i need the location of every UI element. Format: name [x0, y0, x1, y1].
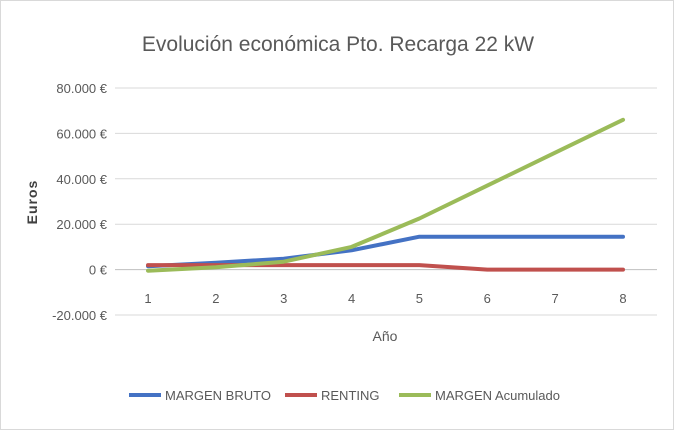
legend-label: RENTING [321, 388, 380, 403]
x-tick-label: 7 [552, 291, 559, 306]
legend-label: MARGEN Acumulado [435, 388, 560, 403]
x-tick-label: 2 [212, 291, 219, 306]
y-tick-label: -20.000 € [52, 308, 108, 323]
series-line [146, 117, 625, 273]
series-lines [146, 117, 625, 273]
y-tick-label: 0 € [89, 263, 108, 278]
legend-label: MARGEN BRUTO [165, 388, 271, 403]
x-tick-label: 3 [280, 291, 287, 306]
x-tick-label: 6 [484, 291, 491, 306]
x-axis-label: Año [373, 328, 398, 344]
legend: MARGEN BRUTO RENTING MARGEN Acumulado [129, 388, 560, 403]
x-axis-ticks: 1 2 3 4 5 6 7 8 [144, 291, 626, 306]
y-axis-ticks: -20.000 € 0 € 20.000 € 40.000 € 60.000 € 80.0… [52, 81, 108, 323]
x-tick-label: 4 [348, 291, 355, 306]
series-line [146, 234, 625, 269]
y-tick-label: 40.000 € [56, 172, 107, 187]
x-tick-label: 5 [416, 291, 423, 306]
y-axis-label: Euros [24, 180, 40, 225]
y-tick-label: 60.000 € [56, 126, 107, 141]
y-tick-label: 20.000 € [56, 217, 107, 232]
x-tick-label: 8 [619, 291, 626, 306]
chart-title: Evolución económica Pto. Recarga 22 kW [142, 33, 534, 56]
gridlines [115, 87, 657, 316]
y-tick-label: 80.000 € [56, 81, 107, 96]
x-tick-label: 1 [144, 291, 151, 306]
